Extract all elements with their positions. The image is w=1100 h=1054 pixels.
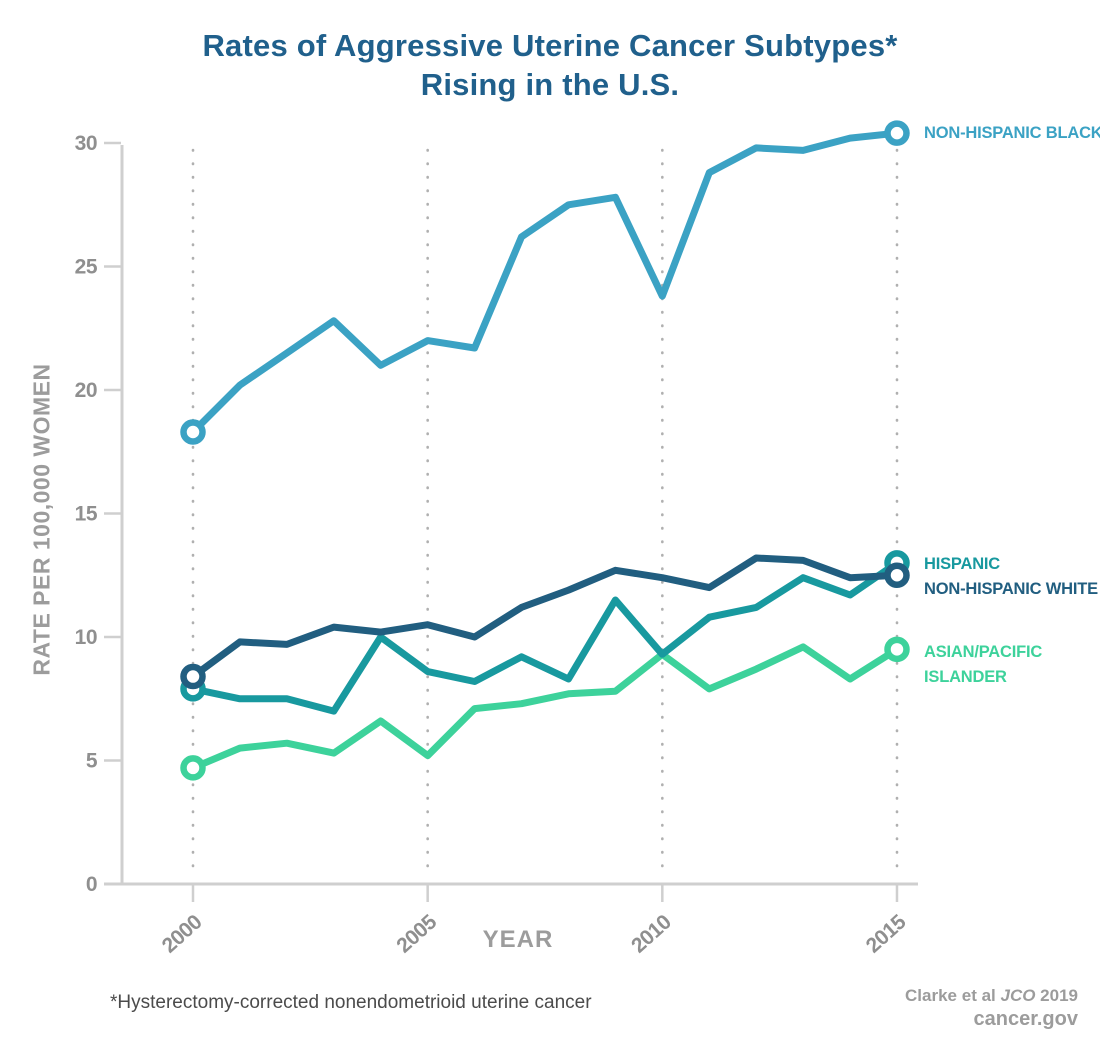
y-tick-label-20: 20	[75, 379, 97, 402]
series-label-non-hispanic-black: NON-HISPANIC BLACK	[924, 124, 1100, 142]
chart-title-line2: Rising in the U.S.	[420, 67, 680, 102]
y-tick-label-5: 5	[86, 750, 98, 773]
y-tick-label-15: 15	[75, 503, 98, 526]
x-axis-title: YEAR	[482, 926, 554, 953]
line-non-hispanic-white	[189, 554, 901, 680]
y-tick-label-30: 30	[75, 132, 97, 155]
cancer-gov-wordmark: cancer.gov	[973, 1008, 1078, 1030]
marker-non-hispanic-black-2000	[180, 419, 206, 445]
series-label-asian-pacific-islander: ASIAN/PACIFIC	[924, 643, 1042, 661]
series-label-asian-pacific-islander: ISLANDER	[924, 668, 1007, 686]
y-tick-label-0: 0	[86, 873, 97, 896]
y-tick-label-10: 10	[75, 626, 97, 649]
marker-non-hispanic-white-2015	[884, 562, 910, 588]
footnote: *Hysterectomy-corrected nonendometrioid …	[110, 992, 592, 1013]
y-tick-label-25: 25	[75, 256, 98, 279]
citation-text: Clarke et al JCO 2019	[905, 986, 1078, 1005]
source-credit: Clarke et al JCO 2019 cancer.gov	[905, 986, 1078, 1031]
marker-non-hispanic-black-2015	[884, 120, 910, 146]
series-label-non-hispanic-white: NON-HISPANIC WHITE	[924, 580, 1098, 598]
series-label-hispanic: HISPANIC	[924, 555, 1000, 573]
marker-asian-pacific-islander-2015	[884, 636, 910, 663]
marker-asian-pacific-islander-2000	[180, 755, 206, 781]
line-hispanic	[189, 559, 901, 715]
line-non-hispanic-black	[189, 129, 901, 436]
marker-non-hispanic-white-2000	[180, 663, 206, 690]
line-asian-pacific-islander	[189, 643, 901, 772]
chart-title: Rates of Aggressive Uterine Cancer Subty…	[0, 26, 1100, 104]
chart-title-line1: Rates of Aggressive Uterine Cancer Subty…	[202, 28, 898, 63]
